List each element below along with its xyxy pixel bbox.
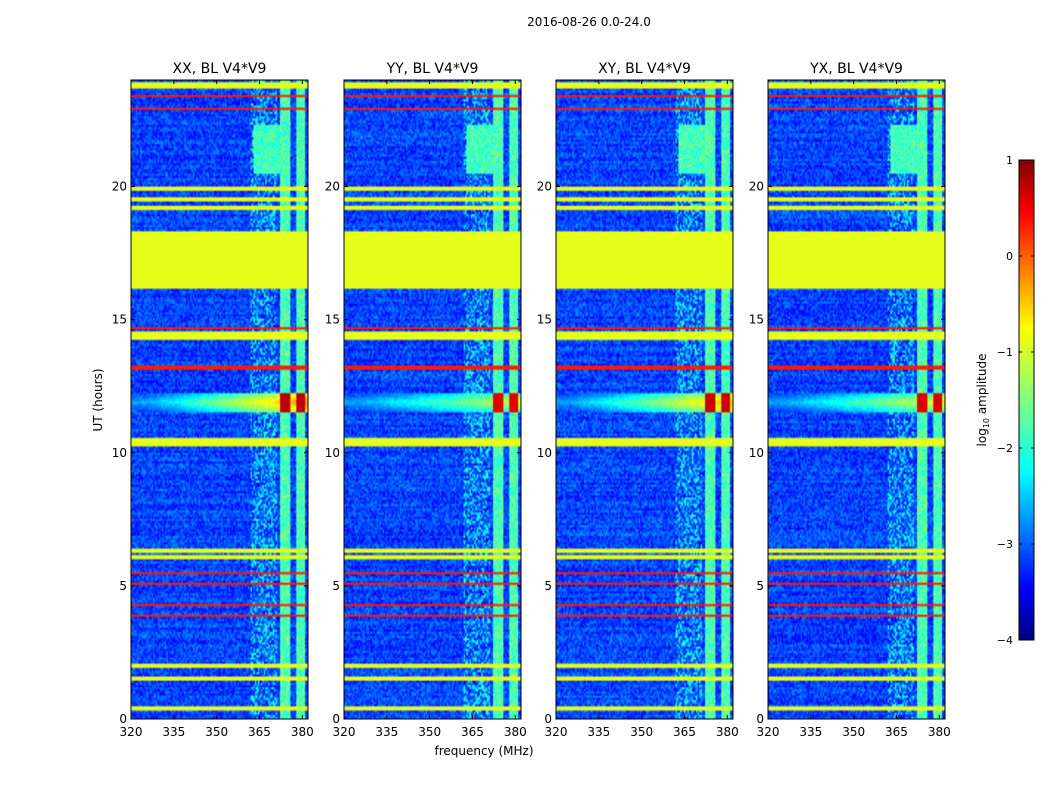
panel-4: YX, BL V4*V9 320 335 350 365 380 0 5 10 15 20	[749, 61, 951, 739]
y-tick-label: 10	[325, 446, 340, 460]
spectrogram-4	[768, 80, 945, 719]
panel-1: XX, BL V4*V9 320 335 350 365 380 0 5 10 15 20	[112, 61, 314, 739]
y-tick-label: 5	[119, 579, 127, 593]
panel-frame	[343, 79, 522, 720]
x-tick-label: 335	[799, 725, 822, 739]
panel-3: XY, BL V4*V9 320 335 350 365 380 0 5 10 15 20	[537, 61, 739, 739]
y-tick-label: 0	[119, 712, 127, 726]
colorbar-tick-label: 0	[1006, 250, 1013, 263]
panel-frame	[130, 79, 309, 720]
y-tick-label: 20	[749, 180, 764, 194]
x-tick-label: 365	[673, 725, 696, 739]
x-tick-label: 320	[757, 725, 780, 739]
panel-title: XX, BL V4*V9	[173, 61, 267, 77]
x-tick-label: 335	[162, 725, 185, 739]
y-tick-label: 20	[112, 180, 127, 194]
colorbar-tick-label: −2	[997, 442, 1013, 455]
colorbar-tick-label: −4	[997, 634, 1013, 647]
x-tick-label: 335	[375, 725, 398, 739]
x-tick-label: 320	[120, 725, 143, 739]
y-tick-label: 5	[756, 579, 764, 593]
y-tick-label: 0	[544, 712, 552, 726]
y-tick-label: 5	[332, 579, 340, 593]
x-tick-label: 380	[291, 725, 314, 739]
y-tick-label: 0	[756, 712, 764, 726]
x-tick-label: 320	[545, 725, 568, 739]
panel-title: YX, BL V4*V9	[809, 61, 903, 77]
x-axis-label: frequency (MHz)	[434, 744, 533, 758]
x-tick-label: 380	[716, 725, 739, 739]
x-tick-label: 365	[248, 725, 271, 739]
y-tick-label: 20	[537, 180, 552, 194]
y-axis-label: UT (hours)	[91, 368, 105, 431]
panel-title: YY, BL V4*V9	[386, 61, 479, 77]
x-tick-label: 335	[587, 725, 610, 739]
x-tick-label: 350	[630, 725, 653, 739]
y-tick-label: 10	[112, 446, 127, 460]
panel-frame	[555, 79, 734, 720]
colorbar-tick-label: −1	[997, 346, 1013, 359]
y-tick-label: 10	[749, 446, 764, 460]
panel-2: YY, BL V4*V9 320 335 350 365 380 0 5 10 15 20	[325, 61, 527, 739]
figure-title: 2016-08-26 0.0-24.0	[527, 15, 651, 29]
y-tick-label: 0	[332, 712, 340, 726]
colorbar-ticks: 1 0 −1 −2 −3 −4	[997, 154, 1034, 647]
x-tick-label: 320	[333, 725, 356, 739]
x-tick-label: 365	[885, 725, 908, 739]
colorbar-tick-label: 1	[1006, 154, 1013, 167]
y-tick-label: 15	[749, 313, 764, 327]
panel-frame	[767, 79, 946, 720]
y-tick-label: 20	[325, 180, 340, 194]
spectrogram-2	[344, 80, 521, 719]
y-tick-label: 5	[544, 579, 552, 593]
panel-title: XY, BL V4*V9	[598, 61, 691, 77]
colorbar-gradient	[1018, 159, 1035, 641]
colorbar-tick-label: −3	[997, 538, 1013, 551]
y-tick-label: 10	[537, 446, 552, 460]
y-tick-label: 15	[537, 313, 552, 327]
x-tick-label: 350	[205, 725, 228, 739]
x-tick-label: 350	[842, 725, 865, 739]
spectrogram-1	[131, 80, 308, 719]
x-tick-label: 380	[504, 725, 527, 739]
y-tick-label: 15	[325, 313, 340, 327]
x-tick-label: 350	[418, 725, 441, 739]
x-tick-label: 380	[928, 725, 951, 739]
spectrogram-3	[556, 80, 733, 719]
x-tick-label: 365	[461, 725, 484, 739]
colorbar-label: log10 amplitude	[975, 354, 991, 447]
colorbar: 1 0 −1 −2 −3 −4 log10 amplitude	[975, 154, 1035, 647]
y-tick-label: 15	[112, 313, 127, 327]
